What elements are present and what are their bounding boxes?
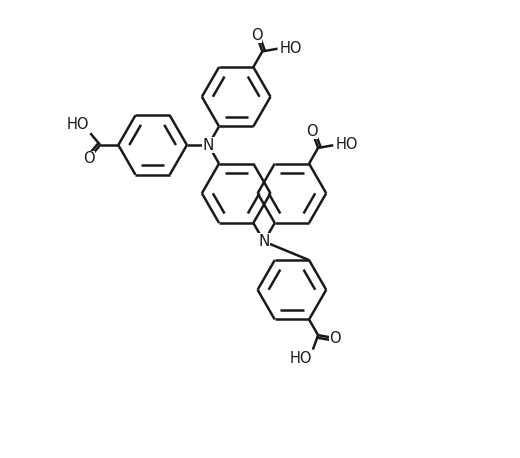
Text: N: N: [258, 234, 270, 249]
Text: O: O: [306, 124, 318, 139]
Text: HO: HO: [67, 117, 89, 132]
Text: O: O: [251, 27, 262, 43]
Text: O: O: [83, 151, 95, 166]
Text: O: O: [329, 331, 341, 346]
Text: HO: HO: [335, 137, 358, 153]
Text: HO: HO: [279, 41, 302, 56]
Text: N: N: [203, 137, 214, 153]
Text: HO: HO: [290, 351, 312, 366]
